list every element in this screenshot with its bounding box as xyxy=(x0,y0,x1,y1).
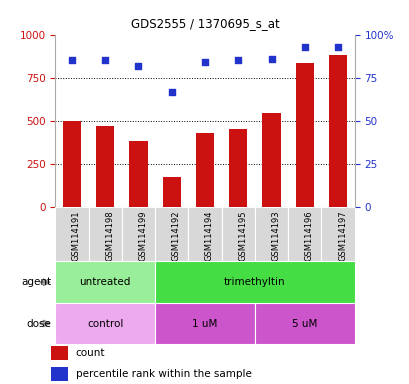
Bar xyxy=(328,55,346,207)
Text: GSM114192: GSM114192 xyxy=(171,210,180,261)
Text: agent: agent xyxy=(21,277,51,287)
Text: control: control xyxy=(87,318,123,329)
Bar xyxy=(155,261,354,303)
Bar xyxy=(51,367,67,381)
Text: 1 uM: 1 uM xyxy=(192,318,217,329)
Bar xyxy=(55,303,155,344)
Text: trimethyltin: trimethyltin xyxy=(224,277,285,287)
Point xyxy=(102,58,108,64)
Bar xyxy=(321,207,354,261)
Bar xyxy=(55,261,155,303)
Text: GSM114193: GSM114193 xyxy=(271,210,280,261)
Bar xyxy=(129,141,147,207)
Text: untreated: untreated xyxy=(79,277,130,287)
Text: GSM114199: GSM114199 xyxy=(138,210,147,261)
Text: GSM114197: GSM114197 xyxy=(337,210,346,261)
Text: 5 uM: 5 uM xyxy=(291,318,317,329)
Point xyxy=(135,63,142,69)
Point xyxy=(301,44,307,50)
Bar xyxy=(254,207,288,261)
Point xyxy=(69,58,75,64)
Point xyxy=(234,58,241,64)
Bar xyxy=(288,207,321,261)
Point xyxy=(201,59,208,65)
Bar xyxy=(96,126,114,207)
Bar xyxy=(121,207,155,261)
Bar xyxy=(229,129,247,207)
Bar xyxy=(295,63,313,207)
Bar xyxy=(51,346,67,360)
Text: count: count xyxy=(76,348,105,358)
Point xyxy=(267,56,274,62)
Bar xyxy=(155,303,254,344)
Text: GSM114198: GSM114198 xyxy=(105,210,114,261)
Bar xyxy=(254,303,354,344)
Point xyxy=(168,89,175,95)
Text: GSM114196: GSM114196 xyxy=(304,210,313,261)
Point xyxy=(334,44,340,50)
Bar xyxy=(88,207,121,261)
Text: percentile rank within the sample: percentile rank within the sample xyxy=(76,369,251,379)
Text: GSM114195: GSM114195 xyxy=(238,210,247,261)
Bar xyxy=(55,207,88,261)
Bar xyxy=(262,113,280,207)
Text: GDS2555 / 1370695_s_at: GDS2555 / 1370695_s_at xyxy=(130,17,279,30)
Bar xyxy=(155,207,188,261)
Bar xyxy=(221,207,254,261)
Bar xyxy=(63,121,81,207)
Text: GSM114191: GSM114191 xyxy=(72,210,81,261)
Bar xyxy=(196,133,213,207)
Bar xyxy=(162,177,180,207)
Text: dose: dose xyxy=(26,318,51,329)
Bar xyxy=(188,207,221,261)
Text: GSM114194: GSM114194 xyxy=(204,210,213,261)
